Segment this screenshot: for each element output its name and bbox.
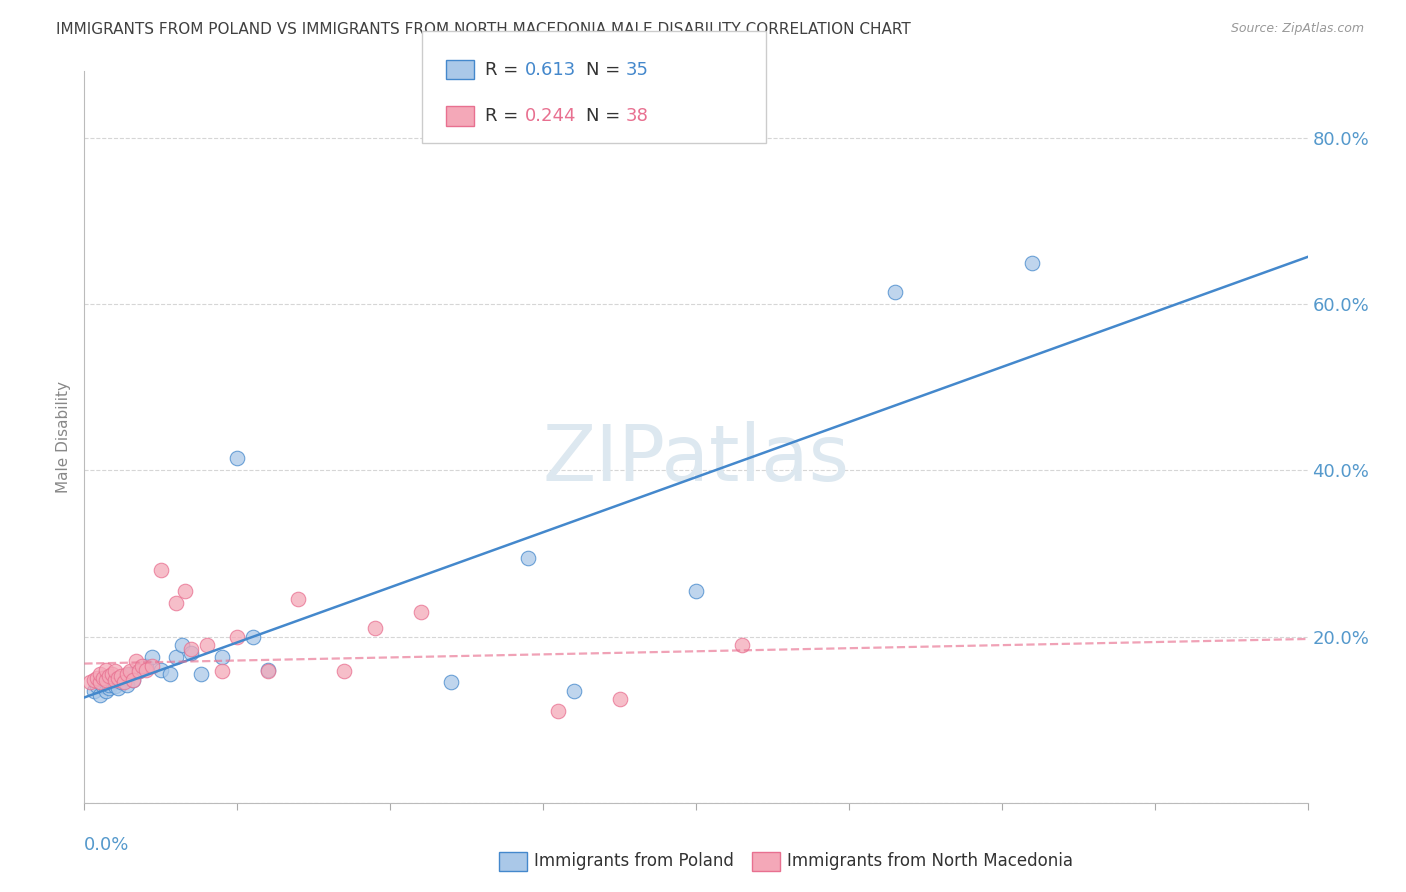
Point: [91, 680, 114, 694]
Point: [409, 605, 432, 619]
Point: [86, 671, 108, 685]
Point: [97, 669, 120, 683]
Point: [226, 630, 249, 644]
Point: [685, 583, 707, 598]
Point: [141, 658, 163, 673]
Point: [89, 675, 111, 690]
Point: [190, 667, 212, 681]
Point: [547, 705, 569, 719]
Point: [120, 667, 142, 681]
Point: [101, 675, 124, 690]
Point: [242, 630, 264, 644]
Point: [364, 621, 387, 635]
Point: [91, 671, 114, 685]
Point: [149, 663, 172, 677]
Point: [115, 667, 138, 681]
Text: ZIPatlas: ZIPatlas: [543, 421, 849, 497]
Point: [104, 673, 127, 687]
Point: [131, 658, 153, 673]
Point: [122, 673, 145, 687]
Text: Immigrants from North Macedonia: Immigrants from North Macedonia: [787, 852, 1073, 870]
Point: [104, 680, 127, 694]
Text: R =: R =: [485, 107, 524, 125]
Point: [149, 563, 172, 577]
Text: IMMIGRANTS FROM POLAND VS IMMIGRANTS FROM NORTH MACEDONIA MALE DISABILITY CORREL: IMMIGRANTS FROM POLAND VS IMMIGRANTS FRO…: [56, 22, 911, 37]
Point: [165, 596, 187, 610]
Text: 0.0%: 0.0%: [84, 836, 129, 854]
Point: [516, 550, 538, 565]
Point: [97, 681, 120, 695]
Point: [110, 669, 132, 683]
Point: [333, 665, 356, 679]
Point: [97, 678, 120, 692]
Point: [174, 583, 197, 598]
Point: [120, 665, 142, 679]
Text: N =: N =: [586, 61, 626, 78]
Text: Source: ZipAtlas.com: Source: ZipAtlas.com: [1230, 22, 1364, 36]
Point: [101, 667, 124, 681]
Point: [287, 592, 309, 607]
Text: Immigrants from Poland: Immigrants from Poland: [534, 852, 734, 870]
Point: [94, 663, 117, 677]
Point: [122, 673, 145, 687]
Point: [104, 665, 127, 679]
Point: [115, 678, 138, 692]
Point: [883, 285, 905, 299]
Point: [195, 638, 218, 652]
Text: 0.244: 0.244: [524, 107, 576, 125]
Point: [165, 650, 187, 665]
Point: [159, 667, 181, 681]
Point: [731, 638, 754, 652]
Point: [180, 646, 202, 660]
Point: [89, 688, 111, 702]
Point: [89, 675, 111, 690]
Point: [135, 658, 157, 673]
Point: [83, 673, 105, 687]
Point: [83, 683, 105, 698]
Y-axis label: Male Disability: Male Disability: [56, 381, 72, 493]
Point: [135, 663, 157, 677]
Point: [211, 665, 233, 679]
Point: [226, 450, 249, 465]
Text: 0.613: 0.613: [524, 61, 575, 78]
Point: [128, 665, 150, 679]
Point: [112, 671, 135, 685]
Point: [211, 650, 233, 665]
Point: [128, 665, 150, 679]
Point: [94, 683, 117, 698]
Point: [89, 667, 111, 681]
Point: [125, 655, 148, 669]
Text: N =: N =: [586, 107, 626, 125]
Point: [1021, 255, 1043, 269]
Point: [180, 642, 202, 657]
Point: [172, 638, 194, 652]
Point: [94, 673, 117, 687]
Point: [107, 681, 129, 695]
Point: [257, 665, 280, 679]
Text: R =: R =: [485, 61, 524, 78]
Point: [86, 680, 108, 694]
Point: [79, 675, 101, 690]
Point: [110, 675, 132, 690]
Point: [562, 683, 585, 698]
Point: [112, 675, 135, 690]
Point: [107, 671, 129, 685]
Point: [141, 650, 163, 665]
Point: [609, 692, 631, 706]
Text: 38: 38: [626, 107, 648, 125]
Text: 35: 35: [626, 61, 648, 78]
Point: [440, 675, 463, 690]
Point: [257, 663, 280, 677]
